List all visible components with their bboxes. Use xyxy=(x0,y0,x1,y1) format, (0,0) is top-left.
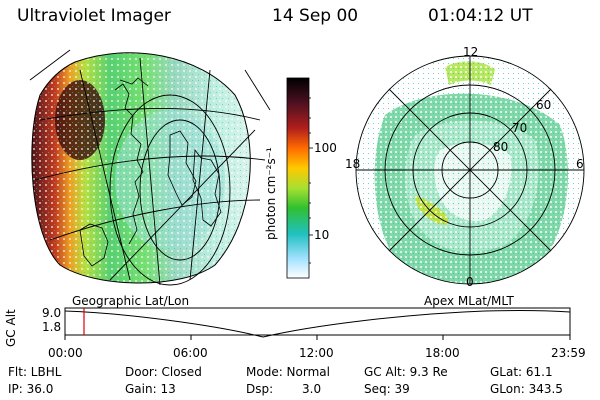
gc-alt-info: GC Alt: 9.3 Re xyxy=(364,365,448,379)
alt-axis-label: GC Alt xyxy=(4,309,18,347)
gain-info: Gain: 13 xyxy=(125,382,176,396)
mode-info: Mode: Normal xyxy=(246,365,330,379)
colorbar-tick-10: 10 xyxy=(314,228,330,242)
intensity-colorbar xyxy=(286,77,313,279)
time-tick-0000: 00:00 xyxy=(48,346,83,360)
altitude-timeline xyxy=(64,307,571,340)
alt-tick-9: 9.0 xyxy=(42,306,62,320)
dsp-value: 3.0 xyxy=(302,382,322,396)
mlt-label-12: 12 xyxy=(463,45,479,59)
time-tick-1200: 12:00 xyxy=(299,346,334,360)
ip-info: IP: 36.0 xyxy=(8,382,54,396)
colorbar-unit-label: photon cm⁻²s⁻¹ xyxy=(264,147,278,240)
mlt-label-18: 18 xyxy=(345,157,361,171)
time-tick-2359: 23:59 xyxy=(551,346,586,360)
colorbar-tick-100: 100 xyxy=(314,141,337,155)
time-tick-1800: 18:00 xyxy=(425,346,460,360)
observation-time: 01:04:12 UT xyxy=(428,6,533,26)
mlt-label-0: 0 xyxy=(466,275,474,289)
glat-info: GLat: 61.1 xyxy=(490,365,553,379)
polar-plot xyxy=(355,55,585,285)
observation-date: 14 Sep 00 xyxy=(272,6,359,26)
mlat-label-80: 80 xyxy=(493,140,509,154)
alt-tick-1-8: 1.8 xyxy=(42,320,62,334)
mlt-label-6: 6 xyxy=(576,157,584,171)
mlat-label-70: 70 xyxy=(512,121,528,135)
filter-info: Flt: LBHL xyxy=(8,365,62,379)
time-tick-0600: 06:00 xyxy=(173,346,208,360)
door-info: Door: Closed xyxy=(125,365,202,379)
apex-label: Apex MLat/MLT xyxy=(424,294,514,308)
instrument-title: Ultraviolet Imager xyxy=(17,6,171,26)
geographic-label: Geographic Lat/Lon xyxy=(72,294,190,308)
mlat-label-60: 60 xyxy=(536,98,552,112)
glon-info: GLon: 343.5 xyxy=(490,382,563,396)
seq-info: Seq: 39 xyxy=(364,382,410,396)
geographic-image xyxy=(29,49,271,286)
dsp-label: Dsp: xyxy=(246,382,274,396)
